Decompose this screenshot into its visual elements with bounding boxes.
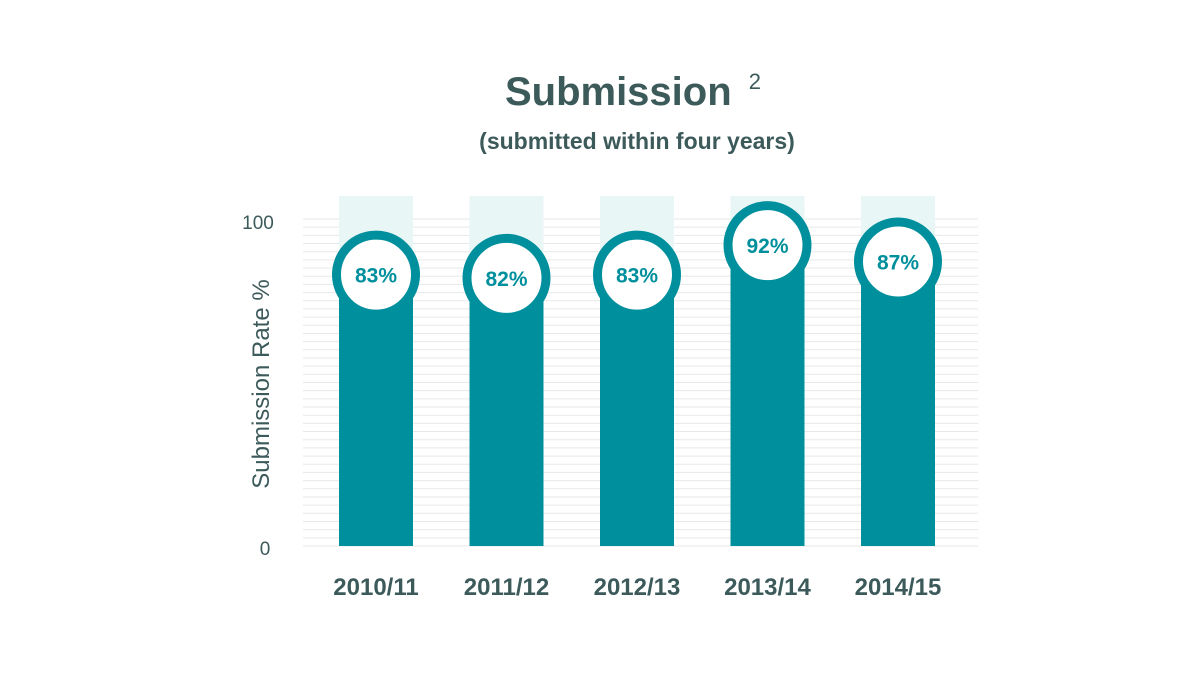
chart-title-main: Submission [505,70,732,114]
value-labels: 83% 82% 83% 92% 87% [332,201,942,322]
y-tick-label-min: 0 [260,539,271,560]
bar [600,274,674,546]
category-label: 2012/13 [594,574,681,601]
category-label: 2011/12 [464,574,549,601]
value-circle [593,230,681,319]
category-label: 2013/14 [724,574,811,601]
value-circle [854,217,942,306]
value-label: 83% [616,265,658,288]
bar [730,245,805,546]
chart-subtitle: (submitted within four years) [479,128,795,154]
y-tick-label-max: 100 [242,213,274,234]
bar [861,261,935,546]
category-label: 2014/15 [855,574,942,601]
value-circle [723,201,812,290]
chart-title-superscript: 2 [749,69,761,94]
value-label: 92% [746,235,788,258]
bars [339,245,935,546]
value-label: 83% [355,265,397,288]
value-label: 87% [877,252,919,275]
y-axis-label: Submission Rate % [248,279,275,488]
chart-title: Submission 2 [505,69,761,114]
value-circle [332,230,420,319]
value-label: 82% [485,268,527,291]
value-circle [462,233,551,322]
category-label: 2010/11 [333,574,418,601]
bar [469,277,544,546]
category-labels: 2010/11 2011/12 2012/13 2013/14 2014/15 [333,574,941,601]
bar [339,274,413,546]
